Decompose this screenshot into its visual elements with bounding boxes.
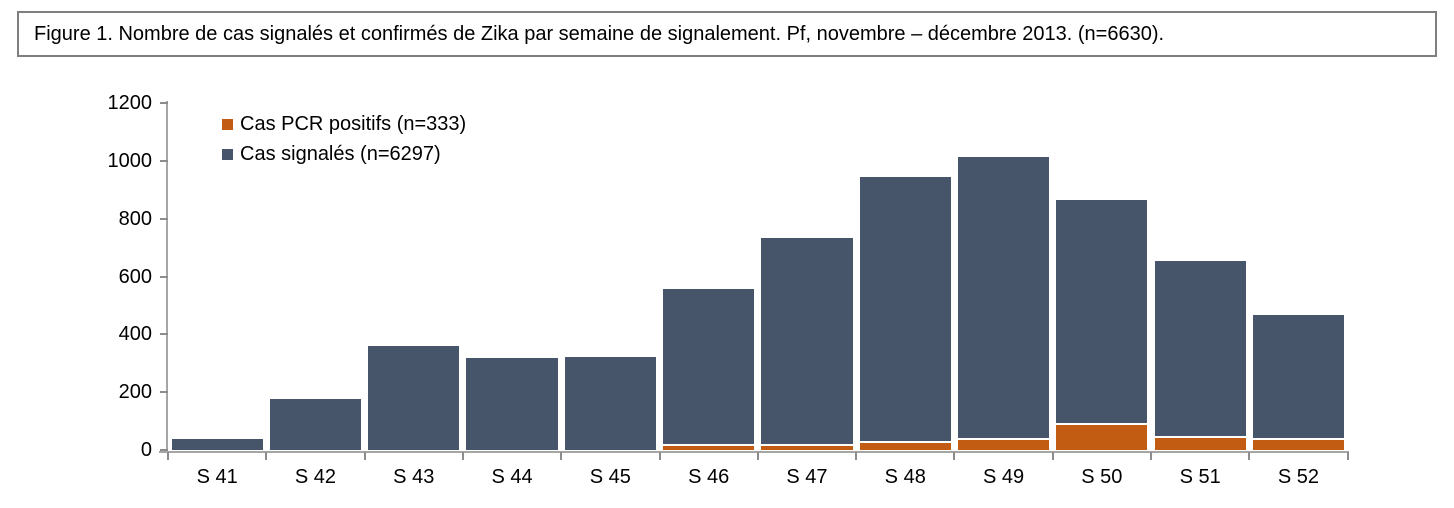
x-tick-label-s43: S 43 — [393, 466, 435, 488]
bar-s50-pcr — [1055, 423, 1149, 451]
x-tick-label-s46: S 46 — [688, 466, 730, 488]
y-tick-label-600: 600 — [118, 265, 152, 288]
bar-s52-signales — [1251, 313, 1346, 440]
x-tick-2 — [363, 452, 366, 460]
x-tick-label-s51: S 51 — [1179, 466, 1221, 488]
y-tick-0 — [160, 449, 168, 451]
y-tick-label-0: 0 — [140, 439, 152, 461]
bar-s43-signales — [367, 345, 461, 451]
bar-s42-signales — [268, 397, 363, 451]
x-tick-3 — [461, 452, 464, 460]
legend-item-pcr: Cas PCR positifs (n=333) — [222, 111, 466, 137]
bar-s46-signales — [662, 287, 756, 446]
x-tick-8 — [953, 452, 956, 460]
y-tick-1200 — [160, 102, 168, 104]
pcr-series-swatch-icon — [222, 118, 233, 130]
x-tick-9 — [1051, 452, 1054, 460]
y-tick-1000 — [160, 159, 168, 162]
x-tick-0 — [167, 452, 169, 460]
x-tick-label-s41: S 41 — [196, 466, 238, 488]
x-axis-line — [159, 451, 1349, 453]
legend: Cas PCR positifs (n=333) Cas signalés (n… — [222, 111, 466, 167]
x-tick-10 — [1150, 452, 1152, 460]
bar-s49-pcr — [956, 439, 1051, 451]
bar-s48-signales — [858, 176, 952, 443]
y-tick-200 — [160, 391, 168, 394]
bar-s41-signales — [170, 437, 264, 451]
x-tick-7 — [855, 452, 858, 460]
y-tick-600 — [160, 275, 168, 278]
x-tick-label-s48: S 48 — [884, 466, 926, 488]
bar-s45-signales — [563, 355, 657, 451]
bar-s52-pcr — [1251, 439, 1346, 451]
bar-s50-signales — [1055, 199, 1149, 424]
y-tick-label-400: 400 — [118, 323, 152, 346]
x-tick-4 — [560, 452, 563, 460]
y-tick-400 — [160, 333, 168, 336]
legend-item-signales: Cas signalés (n=6297) — [222, 141, 466, 167]
bar-s46-pcr — [662, 445, 756, 451]
x-tick-12 — [1346, 452, 1349, 460]
x-tick-6 — [756, 452, 759, 460]
x-tick-label-s42: S 42 — [294, 466, 337, 488]
bar-s48-pcr — [858, 442, 952, 451]
y-tick-label-1200: 1200 — [107, 92, 153, 114]
legend-label-pcr: Cas PCR positifs (n=333) — [240, 112, 467, 135]
bar-s49-signales — [956, 156, 1051, 440]
y-tick-label-1000: 1000 — [107, 149, 153, 172]
x-tick-label-s50: S 50 — [1081, 466, 1123, 488]
bar-s51-pcr — [1153, 436, 1247, 451]
figure-title: Figure 1. Nombre de cas signalés et conf… — [17, 11, 1437, 57]
x-tick-label-s44: S 44 — [491, 466, 533, 488]
bar-s44-signales — [465, 357, 559, 451]
legend-label-signales: Cas signalés (n=6297) — [240, 142, 441, 165]
x-tick-label-s45: S 45 — [589, 466, 631, 488]
y-tick-label-800: 800 — [118, 207, 152, 230]
x-tick-label-s49: S 49 — [982, 466, 1025, 488]
x-tick-label-s47: S 47 — [786, 466, 828, 488]
x-tick-5 — [658, 452, 661, 460]
bar-s47-pcr — [760, 445, 854, 451]
x-tick-label-s52: S 52 — [1277, 466, 1320, 488]
y-tick-label-200: 200 — [118, 381, 152, 404]
bar-s47-signales — [760, 237, 854, 446]
x-tick-11 — [1248, 452, 1251, 460]
bar-s51-signales — [1153, 260, 1247, 437]
x-tick-1 — [265, 452, 268, 460]
y-tick-800 — [160, 217, 168, 220]
signales-series-swatch-icon — [222, 148, 233, 160]
